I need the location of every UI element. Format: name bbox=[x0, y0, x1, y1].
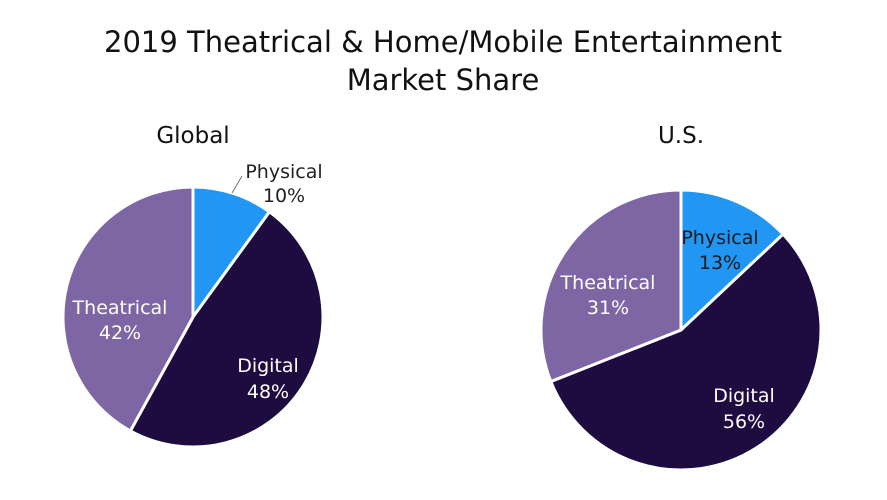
us-digital-label: Digital bbox=[713, 385, 775, 407]
us-chart-title: U.S. bbox=[658, 123, 704, 149]
us-digital-value: 56% bbox=[723, 411, 765, 433]
global-slice-digital bbox=[128, 210, 325, 449]
global-theatrical-label: Theatrical bbox=[72, 297, 168, 319]
global-slice-theatrical bbox=[61, 185, 195, 433]
us-pie-chart: U.S. Physical 13% Digital 56% Theatrical… bbox=[539, 123, 823, 472]
us-pie-slices bbox=[539, 188, 823, 472]
global-physical-label: Physical bbox=[245, 161, 322, 183]
us-physical-value: 13% bbox=[699, 252, 741, 274]
us-theatrical-value: 31% bbox=[587, 297, 629, 319]
global-theatrical-value: 42% bbox=[99, 322, 141, 344]
global-pie-chart: Global Physical 10% Digital 48% Theatric… bbox=[61, 123, 325, 449]
figure-title-line2: Market Share bbox=[347, 63, 540, 97]
global-physical-leader-line bbox=[231, 175, 243, 194]
us-slice-physical bbox=[679, 188, 785, 332]
global-chart-title: Global bbox=[156, 123, 229, 149]
figure-title-line1: 2019 Theatrical & Home/Mobile Entertainm… bbox=[104, 25, 782, 59]
us-slice-digital bbox=[549, 232, 823, 472]
global-physical-value: 10% bbox=[263, 185, 305, 207]
global-digital-label: Digital bbox=[237, 355, 299, 377]
us-theatrical-label: Theatrical bbox=[560, 272, 656, 294]
us-slice-theatrical bbox=[539, 188, 683, 384]
us-physical-label: Physical bbox=[681, 227, 758, 249]
global-slice-physical bbox=[191, 185, 271, 319]
global-pie-slices bbox=[61, 185, 325, 449]
global-digital-value: 48% bbox=[247, 381, 289, 403]
